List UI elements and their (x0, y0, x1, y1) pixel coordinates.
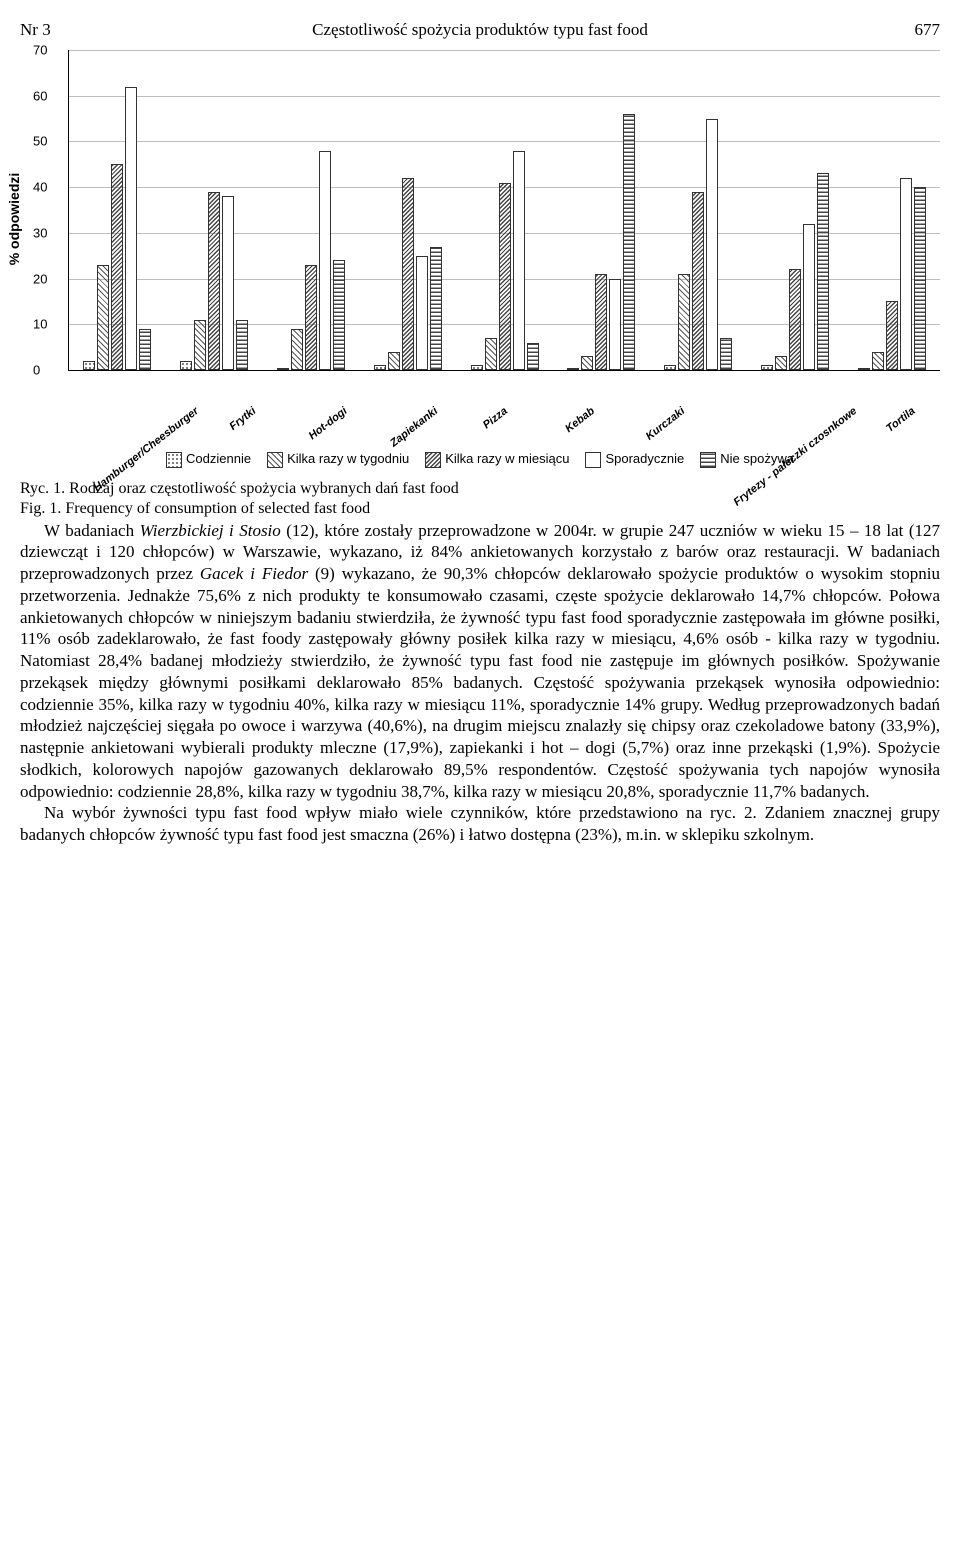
bar (595, 274, 607, 370)
y-tick: 50 (33, 134, 47, 149)
y-tick: 70 (33, 43, 47, 58)
bar (872, 352, 884, 370)
bar (664, 365, 676, 370)
bar (194, 320, 206, 370)
bar (803, 224, 815, 370)
bar (125, 87, 137, 370)
x-tick-label: Tortila (856, 375, 940, 387)
figure-caption-en: Fig. 1. Frequency of consumption of sele… (20, 500, 940, 518)
bar-group (69, 50, 166, 370)
bar (83, 361, 95, 370)
bar (623, 114, 635, 370)
bar (388, 352, 400, 370)
bar (180, 361, 192, 370)
bar (567, 368, 579, 370)
bar (402, 178, 414, 370)
bar (374, 365, 386, 370)
bar (775, 356, 787, 370)
bar (305, 265, 317, 370)
bar-group (359, 50, 456, 370)
bar (291, 329, 303, 370)
legend-swatch (166, 452, 182, 468)
bar (333, 260, 345, 370)
bar-group (166, 50, 263, 370)
bar-group (553, 50, 650, 370)
caption-text: Frequency of consumption of selected fas… (61, 500, 370, 517)
bar (581, 356, 593, 370)
bar (222, 196, 234, 370)
paragraph-2: Na wybór żywności typu fast food wpływ m… (20, 802, 940, 846)
bar (678, 274, 690, 370)
legend-item: Codziennie (166, 451, 251, 468)
legend-item: Kilka razy w tygodniu (267, 451, 409, 468)
bar (208, 192, 220, 370)
y-tick: 30 (33, 225, 47, 240)
bar (430, 247, 442, 370)
bar (817, 173, 829, 370)
bar-group (843, 50, 940, 370)
bar (139, 329, 151, 370)
bar (914, 187, 926, 370)
bar (319, 151, 331, 370)
x-tick-label: Kurczaki (619, 375, 703, 387)
y-tick: 0 (33, 363, 40, 378)
bar (706, 119, 718, 370)
bar (858, 368, 870, 370)
legend-swatch (585, 452, 601, 468)
x-tick-label: Zapiekanki (366, 375, 450, 387)
caption-label: Ryc. 1. (20, 480, 65, 497)
legend-swatch (425, 452, 441, 468)
body-text: W badaniach Wierzbickiej i Stosio (12), … (20, 520, 940, 846)
header-page-number: 677 (880, 20, 940, 40)
bar-group (746, 50, 843, 370)
x-tick-label: Pizza (450, 375, 534, 387)
bar (97, 265, 109, 370)
bar (499, 183, 511, 370)
bar (609, 279, 621, 370)
bar (513, 151, 525, 370)
bar (692, 192, 704, 370)
bar (720, 338, 732, 370)
bar (527, 343, 539, 370)
bar (886, 301, 898, 370)
bar (111, 164, 123, 370)
bar (485, 338, 497, 370)
bar (900, 178, 912, 370)
y-tick: 60 (33, 88, 47, 103)
x-tick-label: Frytezy - pałeczki czosnkowe (703, 375, 856, 387)
y-tick: 40 (33, 180, 47, 195)
y-tick: 20 (33, 271, 47, 286)
bar (789, 269, 801, 370)
figure-caption-pl: Ryc. 1. Rodzaj oraz częstotliwość spożyc… (20, 480, 940, 498)
legend-item: Kilka razy w miesiącu (425, 451, 569, 468)
header-title: Częstotliwość spożycia produktów typu fa… (80, 20, 880, 40)
legend-item: Sporadycznie (585, 451, 684, 468)
x-axis-labels: Hamburger/CheesburgerFrytkiHot-dogiZapie… (68, 375, 940, 387)
x-tick-label: Hamburger/Cheesburger (68, 375, 198, 387)
x-tick-label: Kebab (534, 375, 618, 387)
x-tick-label: Hot-dogi (282, 375, 366, 387)
bar (471, 365, 483, 370)
y-axis-label: % odpowiedzi (6, 172, 22, 265)
y-tick: 10 (33, 317, 47, 332)
header-issue: Nr 3 (20, 20, 80, 40)
page-header: Nr 3 Częstotliwość spożycia produktów ty… (20, 20, 940, 40)
figure-1-chart: % odpowiedzi 010203040506070 Hamburger/C… (20, 50, 940, 387)
bar (236, 320, 248, 370)
legend-swatch (267, 452, 283, 468)
paragraph-1: W badaniach Wierzbickiej i Stosio (12), … (20, 520, 940, 803)
bar (761, 365, 773, 370)
plot-area: 010203040506070 (68, 50, 940, 371)
caption-label: Fig. 1. (20, 500, 61, 517)
x-tick-label: Frytki (198, 375, 282, 387)
bar-group (650, 50, 747, 370)
caption-text: Rodzaj oraz częstotliwość spożycia wybra… (65, 480, 459, 497)
bar-group (456, 50, 553, 370)
bar (277, 368, 289, 370)
bar (416, 256, 428, 370)
legend-swatch (700, 452, 716, 468)
bar-group (263, 50, 360, 370)
